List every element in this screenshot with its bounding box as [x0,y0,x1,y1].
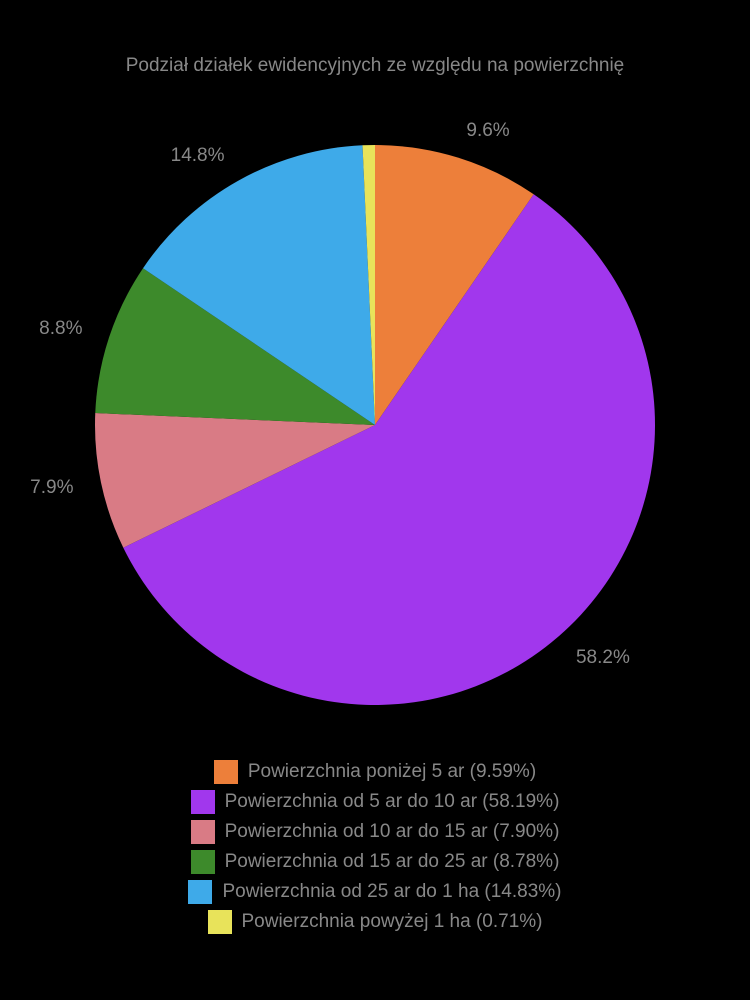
legend-label: Powierzchnia poniżej 5 ar (9.59%) [248,761,536,783]
legend-item: Powierzchnia powyżej 1 ha (0.71%) [208,910,543,934]
pie-chart-container: Podział działek ewidencyjnych ze względu… [0,0,750,1000]
pie-svg [75,125,675,725]
legend-label: Powierzchnia od 15 ar do 25 ar (8.78%) [225,851,560,873]
legend-swatch [191,790,215,814]
legend-item: Powierzchnia od 10 ar do 15 ar (7.90%) [191,820,560,844]
legend-item: Powierzchnia poniżej 5 ar (9.59%) [214,760,536,784]
legend: Powierzchnia poniżej 5 ar (9.59%) Powierz… [0,760,750,934]
legend-swatch [191,820,215,844]
legend-label: Powierzchnia od 25 ar do 1 ha (14.83%) [222,881,561,903]
slice-label: 7.9% [30,477,73,499]
slice-label: 14.8% [171,145,225,167]
legend-label: Powierzchnia powyżej 1 ha (0.71%) [242,911,543,933]
legend-swatch [208,910,232,934]
legend-label: Powierzchnia od 5 ar do 10 ar (58.19%) [225,791,560,813]
slice-label: 58.2% [576,647,630,669]
chart-title: Podział działek ewidencyjnych ze względu… [0,55,750,77]
legend-item: Powierzchnia od 15 ar do 25 ar (8.78%) [191,850,560,874]
legend-swatch [191,850,215,874]
legend-item: Powierzchnia od 5 ar do 10 ar (58.19%) [191,790,560,814]
legend-item: Powierzchnia od 25 ar do 1 ha (14.83%) [188,880,561,904]
slice-label: 8.8% [39,318,82,340]
pie-area: 9.6% 58.2% 7.9% 8.8% 14.8% [0,105,750,745]
legend-swatch [188,880,212,904]
legend-swatch [214,760,238,784]
slice-label: 9.6% [466,120,509,142]
legend-label: Powierzchnia od 10 ar do 15 ar (7.90%) [225,821,560,843]
